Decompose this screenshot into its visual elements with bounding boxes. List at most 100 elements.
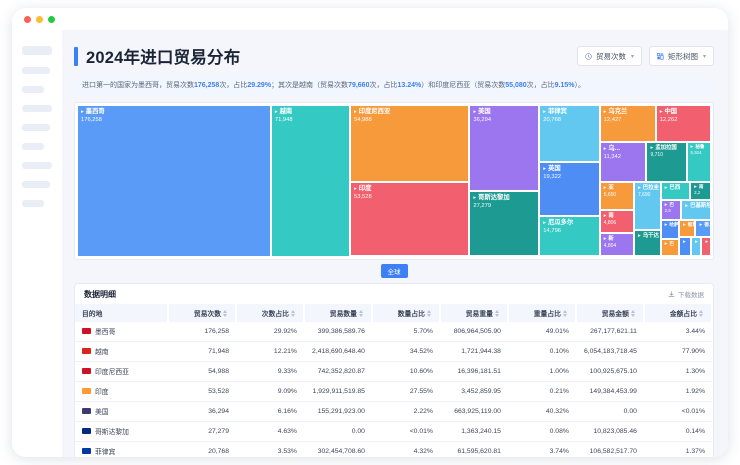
chart-type-selector[interactable]: 矩形树图 ▾ [648, 46, 714, 66]
sort-toggle-icon[interactable] [290, 309, 296, 317]
treemap-tile[interactable]: 乌...11,342 [599, 141, 647, 183]
treemap-tile[interactable]: 秘鲁5,924 [686, 141, 711, 183]
table-row[interactable]: 印度尼西亚 54,988 9.33% 742,352,820.87 10.60% 16,3… [75, 361, 712, 382]
table-cell-trade-count: 27,279 [168, 421, 236, 442]
treemap-tile-label: 厄瓜多尔 [543, 219, 573, 227]
treemap-tile[interactable]: 南4,806 [599, 209, 634, 234]
sidebar-placeholder-item[interactable] [22, 67, 50, 74]
table-row[interactable]: 菲律宾 20,768 3.53% 302,454,708.60 4.32% 61,595,… [75, 441, 712, 457]
treemap-tile-value: 4,806 [603, 219, 617, 226]
treemap-tile-label: 菲律宾 [543, 108, 567, 116]
table-column-header[interactable]: 数量占比 [371, 303, 441, 322]
table-column-header[interactable]: 贸易重量 [439, 303, 509, 322]
table-row[interactable]: 哥斯达黎加 27,279 4.63% 0.00 <0.01% 1,363,240.15 0.… [75, 421, 712, 442]
sidebar-placeholder-item[interactable] [22, 162, 52, 169]
table-row[interactable]: 印度 53,528 9.09% 1,929,911,519.85 27.55% 3,452… [75, 381, 712, 402]
country-flag-icon [82, 368, 91, 374]
treemap-tile-value: 11,342 [603, 153, 621, 160]
treemap-tile-label: 墨西哥 [81, 108, 105, 116]
table-column-header[interactable]: 贸易金额 [575, 303, 645, 322]
table-cell-weight: 16,396,181.51 [439, 361, 508, 382]
table-cell-count-pct: 9.33% [236, 361, 304, 382]
treemap-tile[interactable]: 巴 [660, 239, 679, 257]
scope-global-button[interactable]: 全球 [380, 263, 408, 278]
sort-toggle-icon[interactable] [223, 309, 228, 317]
treemap-tile[interactable]: 巴西 [660, 182, 691, 200]
table-cell-count-pct: 3.53% [277, 447, 297, 455]
treemap-tile[interactable]: 智利 [678, 219, 696, 238]
destination-label: 印度 [95, 389, 109, 396]
treemap-tile[interactable]: 亚5,650 [599, 182, 634, 210]
treemap-tile[interactable]: 乌干达 [633, 230, 661, 257]
window-minimize-button[interactable] [36, 15, 43, 23]
sort-toggle-icon[interactable] [426, 309, 432, 317]
table-cell-amount-pct: 1.92% [643, 381, 712, 402]
sidebar-placeholder-item[interactable] [22, 86, 44, 93]
table-row[interactable]: 美国 36,294 6.16% 155,291,923.00 2.22% 663,925,… [75, 401, 712, 422]
sidebar-placeholder-item[interactable] [22, 124, 50, 131]
treemap-tile-label [705, 238, 710, 246]
treemap-tile-label [683, 238, 688, 246]
table-row[interactable]: 越南 71,948 12.21% 2,418,690,648.40 34.52% 1,72… [75, 341, 712, 362]
table-column-header[interactable]: 次数占比 [236, 303, 305, 322]
treemap-tile[interactable]: 南2,2 [690, 182, 711, 200]
download-data-button[interactable]: 下载数据 [668, 289, 704, 299]
sidebar-placeholder-item[interactable] [22, 46, 52, 55]
treemap-tile-value: 54,988 [354, 116, 372, 123]
table-column-header[interactable]: 金额占比 [643, 303, 713, 322]
table-column-header[interactable]: 重量占比 [507, 303, 577, 322]
window-close-button[interactable] [24, 15, 31, 23]
sidebar-placeholder-item[interactable] [22, 105, 52, 112]
treemap-tile[interactable] [691, 237, 702, 257]
sort-toggle-icon[interactable] [699, 309, 704, 317]
grid-icon [657, 52, 664, 60]
metric-selector[interactable]: 贸易次数 ▾ [576, 46, 642, 66]
table-cell-weight-pct: 40.32% [507, 401, 576, 422]
window-maximize-button[interactable] [48, 15, 55, 23]
chevron-down-icon: ▾ [702, 53, 706, 60]
treemap-tile[interactable] [678, 237, 692, 257]
sort-toggle-icon[interactable] [630, 309, 636, 317]
page-title-group: 2024年进口贸易分布 [74, 44, 240, 68]
treemap-chart[interactable]: 墨西哥176,258越南71,948印度尼西亚54,988印度53,528美国3… [74, 101, 714, 260]
destination-label: 墨西哥 [95, 329, 116, 336]
insight-value: 176,258 [194, 82, 220, 89]
treemap-tile-label: 巴基斯坦 [685, 202, 710, 210]
table-cell-qty-pct: 27.55% [371, 381, 440, 402]
table-column-header[interactable]: 贸易数量 [303, 303, 373, 322]
sidebar-placeholder-item[interactable] [22, 181, 50, 188]
table-cell-amount-pct: 1.30% [643, 361, 712, 382]
sort-toggle-icon[interactable] [358, 309, 364, 317]
sidebar-placeholder-item[interactable] [22, 200, 44, 207]
table-row[interactable]: 墨西哥 176,258 29.92% 399,386,589.76 5.70% 806,9… [75, 321, 712, 342]
download-icon [668, 290, 675, 297]
table-column-header[interactable]: 贸易次数 [168, 303, 237, 322]
app-body: 2024年进口贸易分布 贸易次数 ▾ [12, 30, 728, 457]
sort-toggle-icon[interactable] [494, 309, 500, 317]
treemap-tile[interactable]: 巴基斯坦 [681, 199, 711, 220]
app-window: 2024年进口贸易分布 贸易次数 ▾ [12, 8, 728, 457]
treemap-tile[interactable]: 德... [695, 219, 711, 238]
treemap-tile-label: 德... [699, 221, 710, 229]
treemap-tile[interactable]: 新4,804 [599, 233, 634, 257]
sort-toggle-icon[interactable] [562, 309, 568, 317]
treemap-tile[interactable] [701, 237, 711, 257]
page-title: 2024年进口贸易分布 [86, 49, 241, 67]
treemap-tile[interactable]: 巴2,5 [660, 199, 682, 220]
sidebar-placeholder-item[interactable] [22, 143, 44, 150]
treemap-tile[interactable]: 哈萨... [660, 219, 679, 240]
treemap-tile-label: 越南 [275, 108, 293, 116]
